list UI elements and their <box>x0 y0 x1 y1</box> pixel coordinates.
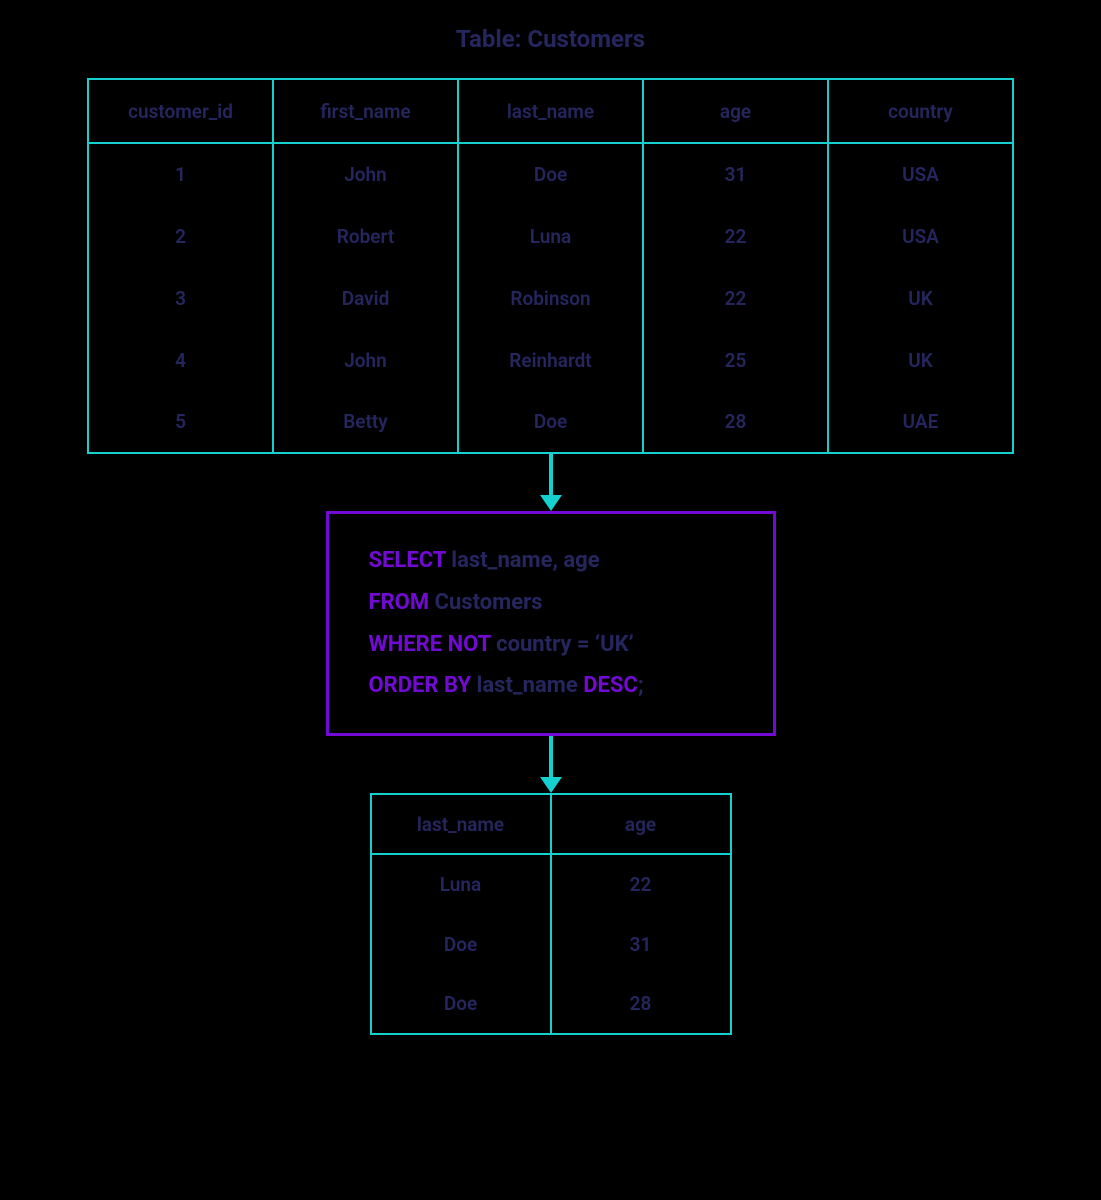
column-header: last_name <box>371 794 551 854</box>
table-cell: USA <box>828 143 1013 205</box>
table-cell: UAE <box>828 391 1013 453</box>
table-cell: 2 <box>88 205 273 267</box>
table-cell: 22 <box>643 205 828 267</box>
source-table-header-row: customer_idfirst_namelast_nameagecountry <box>88 79 1013 143</box>
sql-keyword: FROM <box>369 590 430 615</box>
sql-line: ORDER BY last_name DESC; <box>369 665 733 707</box>
column-header: age <box>643 79 828 143</box>
table-cell: 28 <box>551 974 731 1034</box>
table-cell: 25 <box>643 329 828 391</box>
table-cell: 1 <box>88 143 273 205</box>
table-row: 4JohnReinhardt25UK <box>88 329 1013 391</box>
table-row: Doe31 <box>371 914 731 974</box>
sql-keyword: ORDER BY <box>369 673 472 698</box>
result-table: last_nameage Luna22Doe31Doe28 <box>370 793 732 1035</box>
sql-keyword: SELECT <box>369 548 446 573</box>
table-cell: Betty <box>273 391 458 453</box>
table-cell: Doe <box>371 974 551 1034</box>
table-row: 5BettyDoe28UAE <box>88 391 1013 453</box>
table-cell: 31 <box>551 914 731 974</box>
table-cell: 31 <box>643 143 828 205</box>
table-row: Doe28 <box>371 974 731 1034</box>
table-cell: UK <box>828 267 1013 329</box>
table-cell: Doe <box>371 914 551 974</box>
sql-line: SELECT last_name, age <box>369 540 733 582</box>
table-cell: John <box>273 143 458 205</box>
table-row: 2RobertLuna22USA <box>88 205 1013 267</box>
table-cell: USA <box>828 205 1013 267</box>
sql-text: Customers <box>429 590 542 615</box>
sql-text: last_name <box>471 673 583 698</box>
table-cell: John <box>273 329 458 391</box>
table-row: 1JohnDoe31USA <box>88 143 1013 205</box>
column-header: customer_id <box>88 79 273 143</box>
sql-line: WHERE NOT country = ‘UK’ <box>369 624 733 666</box>
table-cell: Doe <box>458 143 643 205</box>
sql-text: ; <box>638 673 644 698</box>
arrow-2 <box>540 736 562 793</box>
table-cell: Robinson <box>458 267 643 329</box>
arrow-1 <box>540 454 562 511</box>
table-cell: UK <box>828 329 1013 391</box>
table-cell: Doe <box>458 391 643 453</box>
table-cell: 4 <box>88 329 273 391</box>
arrow-line <box>549 454 553 496</box>
sql-line: FROM Customers <box>369 582 733 624</box>
source-table-body: 1JohnDoe31USA2RobertLuna22USA3DavidRobin… <box>88 143 1013 453</box>
sql-query-box: SELECT last_name, ageFROM CustomersWHERE… <box>326 511 776 736</box>
table-cell: Luna <box>371 854 551 914</box>
table-row: 3DavidRobinson22UK <box>88 267 1013 329</box>
diagram-title: Table: Customers <box>456 25 645 53</box>
table-cell: 5 <box>88 391 273 453</box>
result-table-body: Luna22Doe31Doe28 <box>371 854 731 1034</box>
table-cell: Reinhardt <box>458 329 643 391</box>
arrow-head-icon <box>540 495 562 511</box>
sql-keyword: DESC <box>583 673 638 698</box>
table-cell: 22 <box>551 854 731 914</box>
column-header: age <box>551 794 731 854</box>
arrow-line <box>549 736 553 778</box>
sql-keyword: WHERE NOT <box>369 632 491 657</box>
result-table-header-row: last_nameage <box>371 794 731 854</box>
column-header: last_name <box>458 79 643 143</box>
table-cell: David <box>273 267 458 329</box>
sql-text: country = ‘UK’ <box>491 632 634 657</box>
table-row: Luna22 <box>371 854 731 914</box>
table-cell: Robert <box>273 205 458 267</box>
table-cell: 22 <box>643 267 828 329</box>
sql-text: last_name, age <box>446 548 600 573</box>
column-header: country <box>828 79 1013 143</box>
table-cell: 28 <box>643 391 828 453</box>
table-cell: 3 <box>88 267 273 329</box>
source-table: customer_idfirst_namelast_nameagecountry… <box>87 78 1014 454</box>
table-cell: Luna <box>458 205 643 267</box>
column-header: first_name <box>273 79 458 143</box>
arrow-head-icon <box>540 777 562 793</box>
